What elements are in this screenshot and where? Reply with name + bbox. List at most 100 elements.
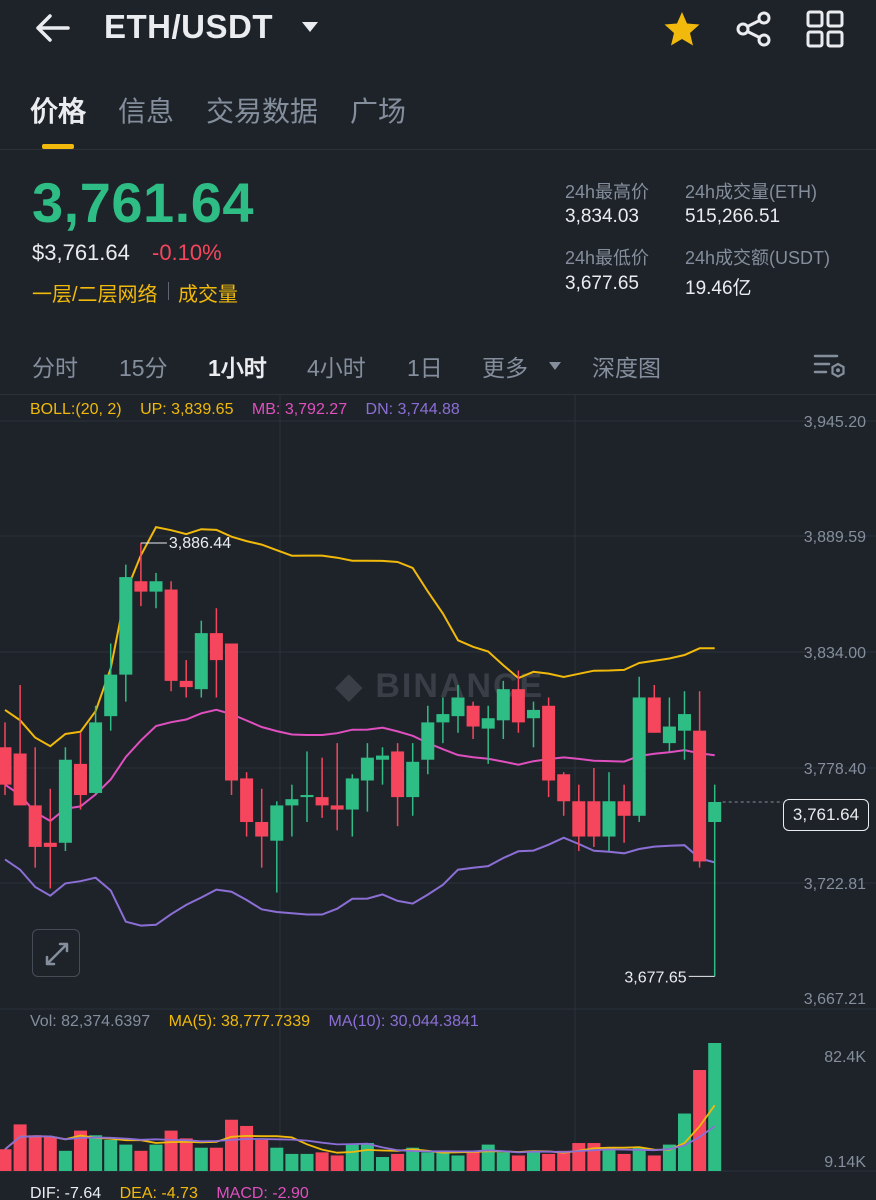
candle-body — [43, 842, 57, 847]
candle-body — [28, 805, 42, 847]
candle-body — [542, 705, 556, 781]
volume-bar — [602, 1147, 616, 1171]
kline-chart[interactable]: ◆ BINANCE3,945.203,889.593,834.003,778.4… — [0, 395, 876, 1200]
tag-network-layer[interactable]: 一层/二层网络 — [32, 284, 158, 306]
volume-bar — [89, 1135, 103, 1171]
candle-body — [270, 805, 284, 841]
star-icon[interactable] — [662, 10, 702, 48]
candle-body — [240, 778, 254, 823]
vol-ma10: MA(10): 30,044.3841 — [328, 1013, 479, 1030]
vol-ma5-line — [4, 1104, 716, 1154]
candle-body — [134, 581, 148, 592]
candle-body — [572, 801, 586, 837]
candle-body — [330, 805, 344, 810]
candle-body — [149, 581, 163, 592]
volume-bar — [557, 1150, 571, 1171]
volume-axis-max: 82.4K — [824, 1049, 866, 1066]
macd-value: MACD: -2.90 — [216, 1185, 309, 1200]
tag-divider — [168, 282, 169, 300]
price-axis-label: 3,722.81 — [804, 876, 866, 893]
volume-bar — [496, 1152, 510, 1171]
boll-dn: DN: 3,744.88 — [365, 401, 460, 418]
share-icon[interactable] — [734, 10, 774, 48]
more-caret-icon[interactable] — [548, 361, 562, 371]
low-marker-label: 3,677.65 — [624, 969, 686, 986]
back-arrow-icon[interactable] — [30, 8, 74, 48]
volume-bar — [149, 1144, 163, 1171]
interval-timeshare[interactable]: 分时 — [32, 355, 78, 381]
pair-title[interactable]: ETH/USDT — [104, 8, 273, 45]
candle-body — [89, 722, 103, 793]
caret-down-icon[interactable] — [300, 20, 320, 34]
volume-bar — [360, 1143, 374, 1171]
volume-bar — [13, 1124, 27, 1171]
interval-1d[interactable]: 1日 — [407, 355, 443, 381]
volume-bar — [511, 1155, 525, 1171]
volume-bar — [194, 1147, 208, 1171]
volume-bar — [527, 1150, 540, 1171]
tag-volume[interactable]: 成交量 — [178, 284, 238, 306]
interval-15m[interactable]: 15分 — [119, 355, 168, 381]
candle-body — [345, 778, 359, 810]
volume-bar — [421, 1152, 435, 1171]
boll-indicator-row: BOLL:(20, 2) UP: 3,839.65 MB: 3,792.27 D… — [30, 401, 474, 419]
tab-square[interactable]: 广场 — [350, 96, 407, 127]
candle-body — [451, 697, 465, 717]
chart-settings-icon[interactable] — [812, 351, 846, 381]
candle-body — [527, 709, 540, 719]
price-axis-label: 3,667.21 — [804, 991, 866, 1008]
interval-more[interactable]: 更多 — [482, 355, 528, 381]
volume-bar — [708, 1043, 722, 1171]
candle-body — [421, 722, 435, 760]
volume-bar — [345, 1144, 359, 1171]
price-change: -0.10% — [152, 240, 222, 265]
volume-bar — [270, 1147, 284, 1171]
vol-ma10-line — [4, 1125, 716, 1154]
interval-1h[interactable]: 1小时 — [208, 355, 267, 381]
candle-body — [360, 757, 374, 781]
volume-bar — [662, 1144, 676, 1171]
tab-trading-data[interactable]: 交易数据 — [206, 96, 319, 127]
volume-bar — [542, 1153, 556, 1171]
volume-bar — [58, 1150, 72, 1171]
boll-params: BOLL:(20, 2) — [30, 401, 122, 418]
candle-body — [74, 763, 87, 796]
price-axis-label: 3,945.20 — [804, 414, 866, 431]
volume-bar — [240, 1125, 254, 1171]
volume-bar — [179, 1138, 193, 1171]
candle-body — [391, 751, 405, 798]
price-axis-label: 3,778.40 — [804, 761, 866, 778]
last-price: 3,761.64 — [32, 171, 254, 234]
volume-bar — [617, 1153, 631, 1171]
kline-chart-panel[interactable]: ◆ BINANCE 3,945.20 3,889.59 3,834.00 3,778.4… — [0, 394, 876, 1200]
tab-depth-chart[interactable]: 深度图 — [592, 355, 661, 381]
candle-body — [708, 801, 722, 823]
tab-info[interactable]: 信息 — [118, 96, 175, 127]
grid-icon[interactable] — [805, 10, 845, 48]
vol-value: Vol: 82,374.6397 — [30, 1013, 151, 1030]
volume-bar — [376, 1157, 389, 1171]
volume-bar — [119, 1144, 133, 1171]
volume-bar — [466, 1152, 480, 1171]
active-tab-underline — [42, 144, 74, 149]
usd-price: $3,761.64 — [32, 240, 130, 265]
candle-body — [104, 674, 118, 717]
tab-price[interactable]: 价格 — [30, 96, 87, 127]
candle-body — [466, 705, 480, 727]
macd-dea: DEA: -4.73 — [119, 1185, 198, 1200]
volume-bar — [572, 1143, 586, 1171]
high-label: 24h最高价 — [565, 182, 650, 202]
candle-body — [496, 689, 510, 721]
candle-body — [662, 726, 676, 744]
volume-axis-min: 9.14K — [824, 1154, 866, 1171]
candle-body — [13, 753, 27, 806]
candle-body — [164, 589, 178, 681]
volume-bar — [74, 1130, 87, 1171]
interval-4h[interactable]: 4小时 — [307, 355, 366, 381]
volume-bar — [255, 1139, 269, 1171]
vol-ma5: MA(5): 38,777.7339 — [168, 1013, 310, 1030]
candle-body — [678, 714, 691, 731]
vol-eth-label: 24h成交量(ETH) — [685, 182, 818, 202]
fullscreen-button[interactable] — [32, 929, 80, 977]
vol-eth-value: 515,266.51 — [685, 206, 781, 227]
